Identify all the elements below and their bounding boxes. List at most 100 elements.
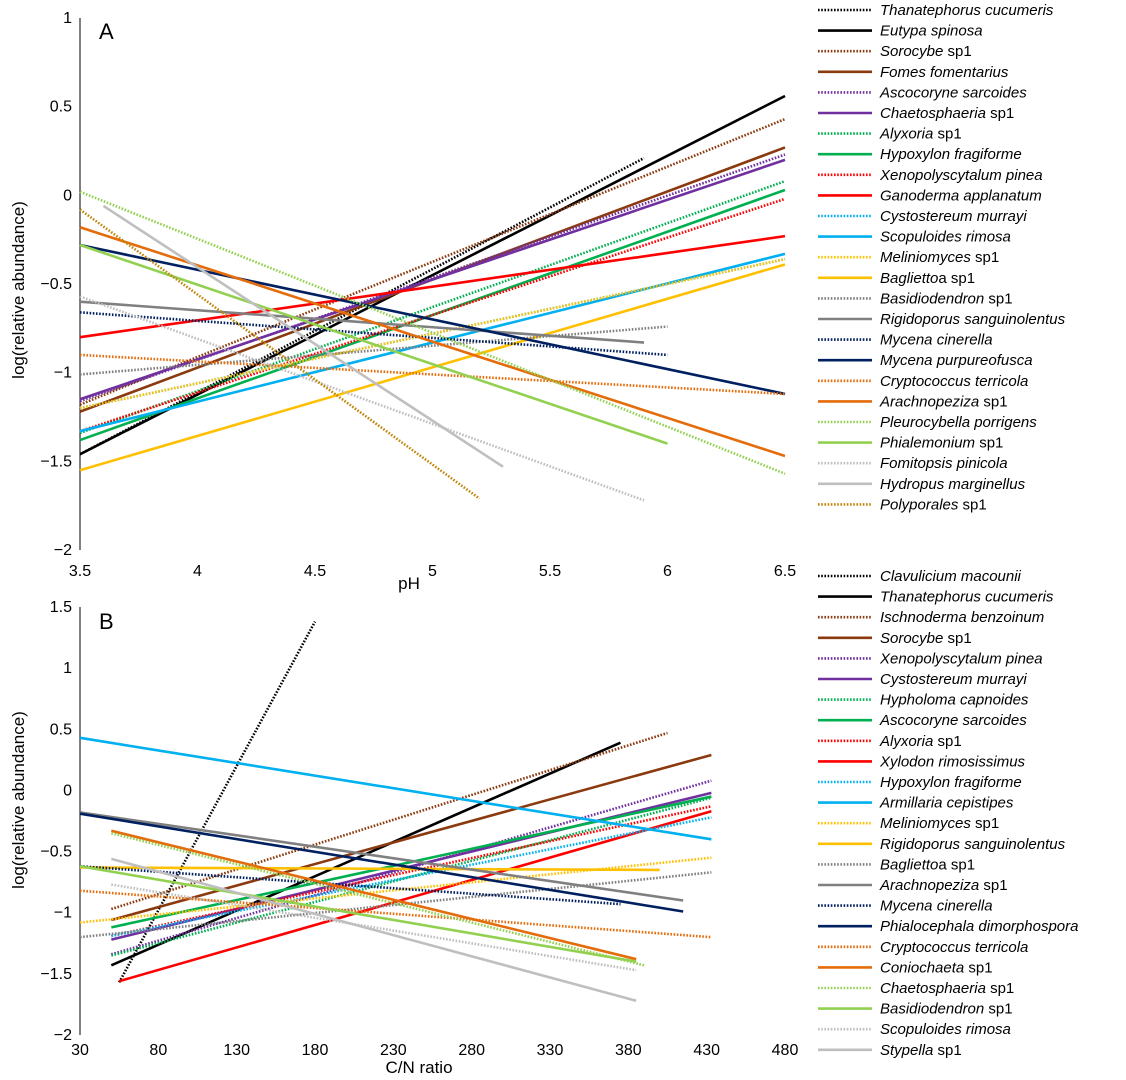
legend-label-suffix: sp1 — [979, 877, 1007, 894]
legend-label-italic: Mycena cinerella — [880, 332, 993, 349]
panel-b-series-line — [111, 829, 637, 961]
legend-label-suffix: sp1 — [979, 393, 1007, 410]
panel-b-x-tick-label: 430 — [693, 1042, 720, 1059]
panel-b-series-line — [79, 871, 712, 939]
legend-label-italic: Cryptococcus terricola — [880, 939, 1028, 956]
legend-label-italic: Stypella — [880, 1042, 933, 1059]
legend-label-italic: Rigidoporus sanguinolentus — [880, 836, 1066, 853]
panel-a-y-tick-label: 0.5 — [50, 99, 72, 116]
legend-label-italic: Meliniomyces — [880, 815, 971, 832]
panel-b-x-tick-label: 30 — [71, 1042, 89, 1059]
panel-b-series-line — [118, 621, 317, 984]
legend-label-suffix: sp1 — [943, 43, 971, 60]
legend-label-italic: Scopuloides rimosa — [880, 1021, 1011, 1038]
legend-label-italic: Arachnopeziza — [879, 393, 979, 410]
panel-a-legend-label: Meliniomyces sp1 — [880, 249, 999, 266]
panel-a-legend-label: Arachnopeziza sp1 — [879, 393, 1008, 410]
panel-a-x-tick-label: 6.5 — [774, 563, 796, 580]
panel-b-legend-label: Scopuloides rimosa — [880, 1021, 1011, 1038]
panel-a-x-tick-label: 5.5 — [539, 563, 561, 580]
legend-label-italic: Baglietto — [880, 856, 938, 873]
panel-b-series-line — [111, 883, 637, 972]
panel-a-legend-label: Mycena cinerella — [880, 332, 993, 349]
panel-b-legend-label: Armillaria cepistipes — [879, 795, 1014, 812]
panel-a-legend-label: Cystostereum murrayi — [880, 208, 1027, 225]
legend-label-suffix: sp1 — [986, 105, 1014, 122]
panel-a-legend-label: Hydropus marginellus — [880, 476, 1026, 493]
panel-a-series-line — [79, 295, 645, 502]
panel-a-y-ticks: −2 −1.5 −1 −0.5 0 0.5 1 — [40, 10, 72, 559]
panel-a-legend-label: Cryptococcus terricola — [880, 373, 1028, 390]
panel-b-legend-label: Ischnoderma benzoinum — [880, 609, 1044, 626]
panel-a-legend-label: Mycena purpureofusca — [880, 352, 1033, 369]
panel-b-y-tick-label: 0.5 — [50, 721, 72, 738]
legend-label-italic: Basidiodendron — [880, 290, 984, 307]
legend-label-italic: Xenopolyscytalum pinea — [879, 167, 1043, 184]
panel-b-y-ticks: −2 −1.5 −1 −0.5 0 0.5 1 1.5 — [40, 599, 72, 1044]
panel-b-series — [79, 621, 712, 1003]
panel-a: A log(relative abundance) pH 3.5 4 4.5 5 5.5… — [9, 2, 1066, 593]
legend-label-italic: Hypholoma capnoides — [880, 692, 1029, 709]
legend-label-italic: Meliniomyces — [880, 249, 971, 266]
legend-label-suffix: sp1 — [984, 1001, 1012, 1018]
panel-a-series-line — [79, 156, 645, 456]
legend-label-suffix: sp1 — [958, 496, 986, 513]
panel-a-legend: Thanatephorus cucumeris Eutypa spinosa Sor… — [818, 2, 1066, 513]
panel-a-x-tick-label: 4.5 — [304, 563, 326, 580]
legend-label-italic: Fomes fomentarius — [880, 64, 1009, 81]
legend-label-suffix: sp1 — [984, 290, 1012, 307]
panel-b-y-tick-label: −1.5 — [40, 966, 72, 983]
legend-label-italic: Phialocephala dimorphospora — [880, 918, 1078, 935]
panel-b-x-tick-label: 480 — [772, 1042, 799, 1059]
panel-a-legend-label: Bagliettoa sp1 — [880, 270, 975, 287]
panel-b-legend-label: Hypoxylon fragiforme — [880, 774, 1022, 791]
panel-b-x-tick-label: 80 — [149, 1042, 167, 1059]
panel-b-series-line — [79, 864, 637, 963]
legend-label-italic: Chaetosphaeria — [880, 105, 986, 122]
legend-label-suffix: sp1 — [943, 630, 971, 647]
panel-a-x-tick-label: 5 — [428, 563, 437, 580]
panel-b-legend-label: Mycena cinerella — [880, 898, 993, 915]
legend-label-suffix: sp1 — [971, 249, 999, 266]
legend-label-italic: Pleurocybella porrigens — [880, 414, 1037, 431]
panel-a-x-tick-label: 6 — [663, 563, 672, 580]
legend-label-italic: Ganoderma applanatum — [880, 187, 1042, 204]
panel-a-series-line — [79, 158, 786, 401]
panel-b-series-line — [111, 796, 712, 957]
panel-a-series-line — [79, 243, 786, 396]
panel-b-legend-label: Basidiodendron sp1 — [880, 1001, 1013, 1018]
panel-b-x-tick-label: 330 — [537, 1042, 564, 1059]
panel-a-series-line — [79, 208, 481, 500]
panel-a-series-line — [79, 263, 786, 472]
panel-b-series-line — [110, 753, 712, 922]
panel-a-series-line — [79, 353, 786, 396]
panel-a-legend-label: Rigidoporus sanguinolentus — [880, 311, 1066, 328]
panel-b-x-tick-label: 280 — [458, 1042, 485, 1059]
panel-b-legend-label: Ascocoryne sarcoides — [879, 712, 1027, 729]
legend-label-italic: Xenopolyscytalum pinea — [879, 650, 1043, 667]
panel-a-x-tick-label: 3.5 — [69, 563, 91, 580]
panel-a-legend-label: Thanatephorus cucumeris — [880, 2, 1054, 19]
panel-b-legend-label: Xylodon rimosissimus — [879, 753, 1026, 770]
panel-b-legend-label: Hypholoma capnoides — [880, 692, 1029, 709]
legend-label-italic: Rigidoporus sanguinolentus — [880, 311, 1066, 328]
legend-label-suffix: sp1 — [975, 435, 1003, 452]
legend-label-italic: Polyporales — [880, 496, 959, 513]
panel-b-series-line — [79, 736, 712, 841]
legend-label-italic: Baglietto — [880, 270, 938, 287]
legend-label-italic: Arachnopeziza — [879, 877, 979, 894]
panel-a-x-ticks: 3.5 4 4.5 5 5.5 6 6.5 — [69, 563, 796, 580]
panel-b-y-tick-label: 1 — [63, 660, 72, 677]
panel-b-legend-label: Clavulicium macounii — [880, 568, 1022, 585]
panel-b-series-line — [110, 731, 668, 911]
panel-b-legend-label: Meliniomyces sp1 — [880, 815, 999, 832]
legend-label-suffix: sp1 — [933, 733, 961, 750]
panel-b-series-line — [79, 866, 660, 872]
panel-a-legend-label: Alyxoria sp1 — [879, 126, 962, 143]
panel-a-x-tick-label: 4 — [193, 563, 202, 580]
panel-b-series-line — [110, 857, 637, 1003]
panel-b-y-tick-label: −1 — [54, 905, 72, 922]
panel-b-legend-label: Thanatephorus cucumeris — [880, 589, 1054, 606]
panel-b-series-line — [118, 809, 712, 983]
